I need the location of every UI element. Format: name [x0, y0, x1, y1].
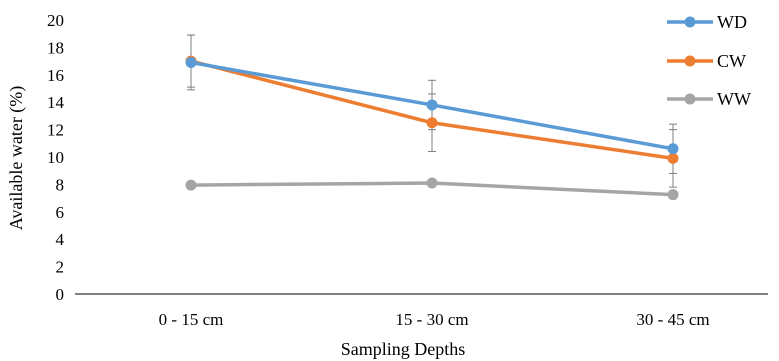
y-tick-label: 12 — [47, 121, 64, 140]
legend-marker-wd — [684, 16, 696, 28]
legend: WD CW WW — [667, 12, 751, 109]
y-tick-label: 8 — [56, 175, 65, 194]
legend-label-ww: WW — [717, 89, 751, 109]
legend-label-cw: CW — [717, 51, 746, 71]
y-tick-label: 2 — [56, 258, 65, 277]
data-point-cw — [667, 152, 679, 164]
y-tick-label: 18 — [47, 38, 64, 57]
y-axis-ticks: 0 2 4 6 8 10 12 14 16 18 20 — [47, 11, 65, 304]
x-axis-ticks: 0 - 15 cm 15 - 30 cm 30 - 45 cm — [159, 310, 710, 329]
x-tick-label: 15 - 30 cm — [395, 310, 468, 329]
y-tick-label: 20 — [47, 11, 64, 30]
error-bars — [187, 34, 677, 188]
y-tick-label: 14 — [47, 93, 65, 112]
data-point-ww — [185, 179, 197, 191]
y-tick-label: 0 — [56, 285, 65, 304]
data-point-wd — [426, 99, 438, 111]
data-point-cw — [426, 117, 438, 129]
legend-marker-ww — [684, 93, 696, 105]
legend-marker-cw — [684, 55, 696, 67]
data-point-ww — [667, 189, 679, 201]
data-point-wd — [667, 143, 679, 155]
data-point-ww — [426, 177, 438, 189]
data-point-wd — [185, 56, 197, 68]
x-axis-title: Sampling Depths — [341, 339, 466, 359]
x-tick-label: 0 - 15 cm — [159, 310, 224, 329]
y-tick-label: 6 — [56, 203, 65, 222]
y-tick-label: 16 — [47, 66, 64, 85]
x-tick-label: 30 - 45 cm — [636, 310, 709, 329]
series-points — [185, 55, 679, 201]
y-tick-label: 4 — [56, 230, 65, 249]
y-axis-title: Available water (%) — [6, 86, 27, 231]
legend-label-wd: WD — [717, 12, 747, 32]
y-tick-label: 10 — [47, 148, 64, 167]
